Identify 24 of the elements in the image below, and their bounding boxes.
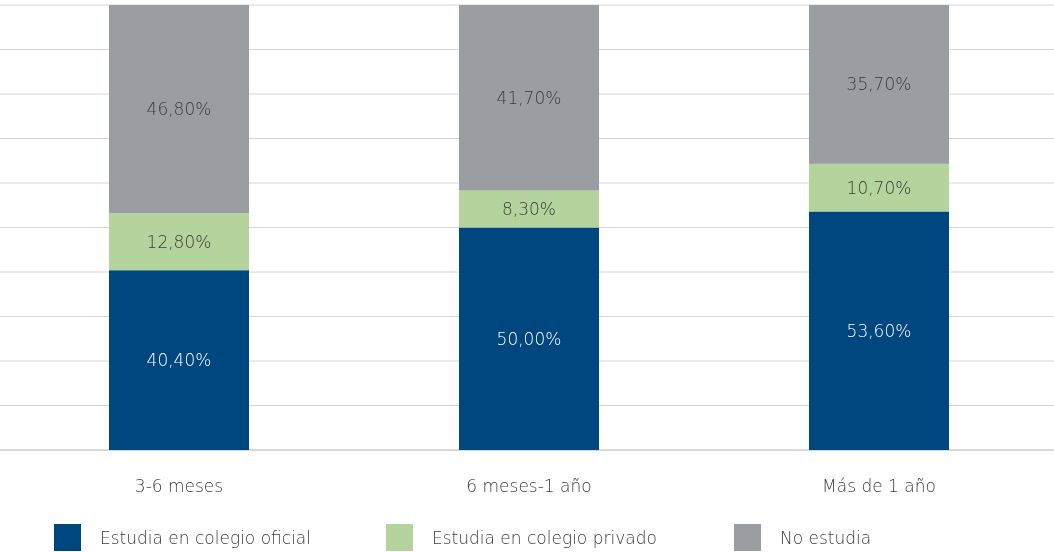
- data-label: 53,60%: [846, 320, 912, 341]
- bar: [459, 5, 599, 191]
- legend-label: Estudia en colegio oficial: [100, 527, 311, 548]
- bar: [109, 5, 249, 214]
- data-label: 8,30%: [501, 198, 557, 219]
- bar: [109, 270, 249, 450]
- bar: [109, 213, 249, 271]
- legend-label: No estudia: [780, 527, 872, 548]
- data-label: 46,80%: [146, 99, 212, 120]
- x-tick-label: Más de 1 año: [822, 476, 936, 496]
- bar: [809, 5, 949, 164]
- data-label: 50,00%: [496, 328, 562, 349]
- x-tick-label: 6 meses-1 año: [466, 476, 592, 496]
- bar: [809, 163, 949, 212]
- bar: [459, 190, 599, 228]
- x-tick-label: 3-6 meses: [134, 476, 224, 496]
- data-label: 40,40%: [146, 350, 212, 371]
- bar: [459, 227, 599, 450]
- data-label: 41,70%: [496, 87, 562, 108]
- data-label: 35,70%: [846, 74, 912, 95]
- data-label: 12,80%: [146, 231, 212, 252]
- data-label: 10,70%: [846, 177, 912, 198]
- bar: [809, 211, 949, 450]
- legend-label: Estudia en colegio privado: [432, 527, 657, 548]
